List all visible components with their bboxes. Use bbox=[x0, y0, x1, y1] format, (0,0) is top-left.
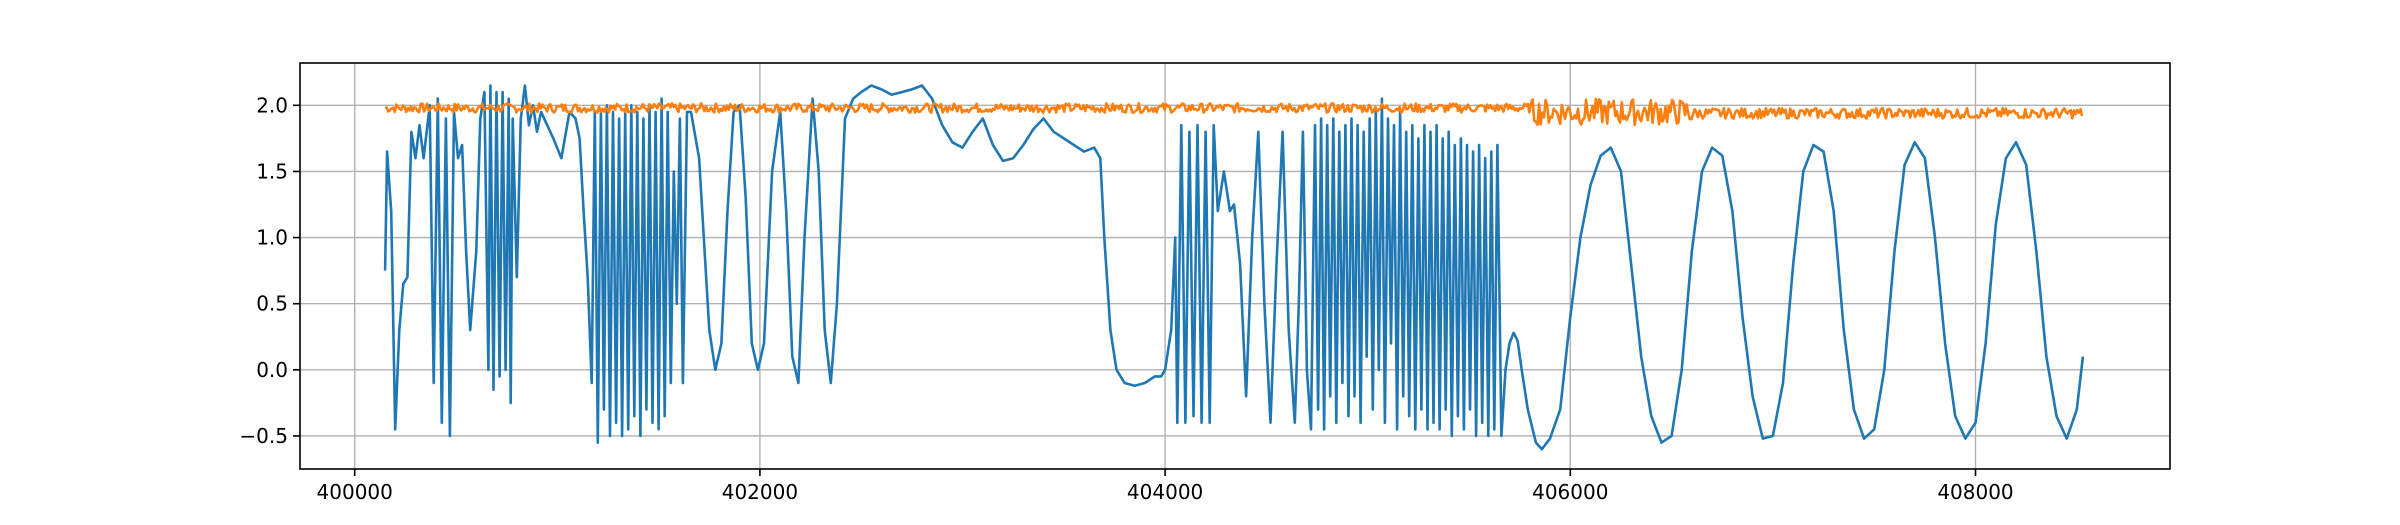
y-tick-label: 1.0 bbox=[256, 226, 288, 250]
series-orange-line bbox=[384, 97, 2084, 127]
y-axis: −0.5 0.0 0.5 1.0 1.5 2.0 bbox=[239, 93, 300, 448]
plot-series bbox=[383, 84, 2085, 451]
x-tick-label: 408000 bbox=[1937, 480, 2013, 504]
y-tick-label: 2.0 bbox=[256, 93, 288, 117]
y-tick-label: 0.0 bbox=[256, 358, 288, 382]
x-tick-label: 406000 bbox=[1532, 480, 1608, 504]
y-tick-label: −0.5 bbox=[239, 424, 288, 448]
y-tick-label: 1.5 bbox=[256, 159, 288, 183]
axes-frame bbox=[299, 62, 2171, 470]
y-tick-label: 0.5 bbox=[256, 292, 288, 316]
grid bbox=[300, 63, 2170, 469]
x-tick-label: 402000 bbox=[722, 480, 798, 504]
x-tick-label: 404000 bbox=[1127, 480, 1203, 504]
x-axis: 400000 402000 404000 406000 408000 bbox=[317, 469, 2014, 504]
series-blue-line bbox=[383, 84, 2085, 451]
x-tick-label: 400000 bbox=[317, 480, 393, 504]
